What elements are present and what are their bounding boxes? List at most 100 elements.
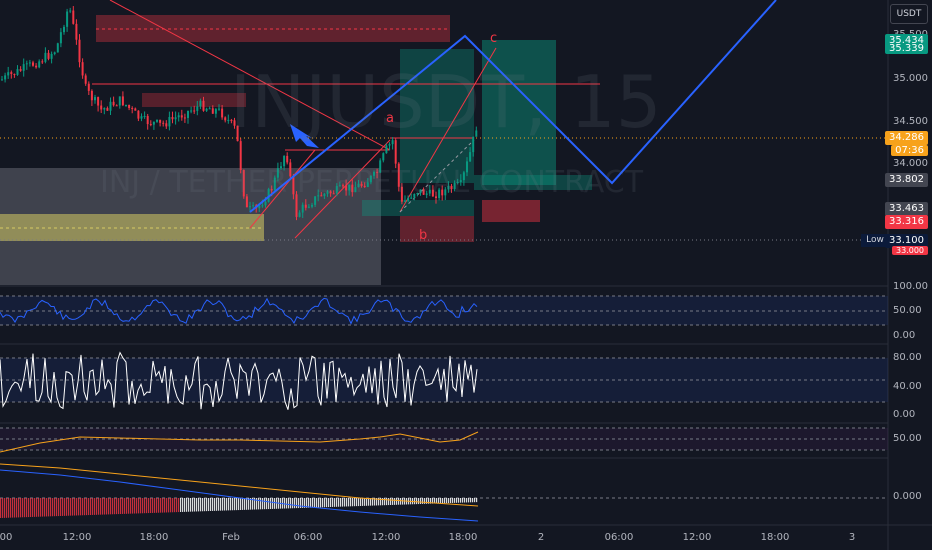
price-tag-last: 34.286 xyxy=(885,131,928,145)
macd-bar xyxy=(14,498,16,518)
macd-bar xyxy=(140,498,142,514)
macd-bar xyxy=(274,498,276,509)
candle-body xyxy=(56,43,59,53)
candle-body xyxy=(233,120,236,126)
mid-supply-zone[interactable] xyxy=(142,93,246,107)
macd-bar xyxy=(60,498,62,516)
time-tick: 12:00 xyxy=(682,532,712,543)
macd-bar xyxy=(436,498,438,504)
candle-body xyxy=(230,119,233,121)
macd-bar xyxy=(236,498,238,511)
candle-body xyxy=(69,10,72,12)
candle-body xyxy=(112,101,115,106)
green-zone[interactable] xyxy=(362,200,474,216)
green-zone-2[interactable] xyxy=(474,175,592,190)
macd-bar xyxy=(284,498,286,509)
macd-bar xyxy=(434,498,436,504)
stoch-tick: 80.00 xyxy=(893,352,922,363)
macd-bar xyxy=(80,498,82,516)
candle-body xyxy=(249,206,251,208)
candle-body xyxy=(252,205,255,207)
candle-body xyxy=(462,172,465,181)
rsi-tick: 50.00 xyxy=(893,305,922,316)
time-tick: 12:00 xyxy=(371,532,401,543)
candle-body xyxy=(221,108,224,118)
macd-bar xyxy=(156,498,158,513)
macd-histogram xyxy=(0,498,478,518)
macd-bar xyxy=(246,498,248,510)
candle-body xyxy=(171,117,174,120)
macd-bar xyxy=(86,498,88,516)
macd-bar xyxy=(116,498,118,515)
macd-bar xyxy=(254,498,256,510)
macd-bar xyxy=(54,498,56,517)
candle-body xyxy=(97,97,100,106)
macd-bar xyxy=(38,498,40,517)
macd-bar xyxy=(74,498,76,516)
candle-body xyxy=(475,130,478,137)
macd-bar xyxy=(114,498,116,515)
price-tick: 35.000 xyxy=(893,73,928,84)
candle-body xyxy=(19,69,22,71)
time-tick: 3 xyxy=(848,532,856,543)
macd-bar xyxy=(286,498,288,509)
macd-bar xyxy=(106,498,108,515)
long-position-stop[interactable] xyxy=(400,216,474,242)
projection-path[interactable] xyxy=(249,0,777,213)
macd-bar xyxy=(20,498,22,518)
macd-bar xyxy=(134,498,136,514)
candle-body xyxy=(391,140,394,145)
arrow-icon xyxy=(290,124,319,148)
candle-body xyxy=(472,136,475,153)
macd-bar xyxy=(68,498,70,516)
currency-button[interactable]: USDT xyxy=(890,4,928,24)
candle-body xyxy=(187,110,189,118)
long-position-target[interactable] xyxy=(400,49,474,183)
macd-bar xyxy=(422,498,424,504)
candle-body xyxy=(168,117,171,127)
macd-bar xyxy=(450,498,452,503)
candle-body xyxy=(335,186,338,194)
candle-body xyxy=(345,185,348,191)
macd-bar xyxy=(202,498,204,512)
macd-bar xyxy=(372,498,374,506)
macd-bar xyxy=(96,498,98,515)
candle-body xyxy=(32,62,34,66)
macd-bar xyxy=(448,498,450,504)
macd-bar xyxy=(426,498,428,504)
macd-bar xyxy=(348,498,350,507)
candle-body xyxy=(410,197,413,199)
price-tag-low: 33.100 xyxy=(885,234,928,248)
macd-bar xyxy=(8,498,10,518)
candle-body xyxy=(183,117,186,119)
candle-body xyxy=(354,187,357,193)
macd-bar xyxy=(198,498,200,512)
macd-bar xyxy=(206,498,208,512)
macd-bar xyxy=(138,498,140,514)
macd-bar xyxy=(18,498,20,518)
price-candles xyxy=(1,6,478,221)
candle-body xyxy=(242,170,245,197)
candle-body xyxy=(218,108,220,110)
macd-bar xyxy=(10,498,12,518)
macd-bar xyxy=(248,498,250,510)
macd-bar xyxy=(84,498,86,516)
candle-body xyxy=(28,62,31,64)
macd-bar xyxy=(216,498,218,511)
candle-body xyxy=(4,75,7,80)
price-tag-entry: 33.802 xyxy=(885,173,928,187)
macd-bar xyxy=(446,498,448,504)
candle-body xyxy=(109,101,112,111)
candle-body xyxy=(450,185,453,190)
candle-body xyxy=(94,97,96,101)
macd-bar xyxy=(190,498,192,512)
candle-body xyxy=(264,201,267,206)
macd-bar xyxy=(124,498,126,514)
long-position-stop-2[interactable] xyxy=(482,200,540,222)
trend-strength-line xyxy=(0,431,479,453)
macd-bar xyxy=(238,498,240,511)
candle-body xyxy=(7,72,10,76)
macd-bar xyxy=(452,498,454,503)
macd-bar xyxy=(70,498,72,516)
